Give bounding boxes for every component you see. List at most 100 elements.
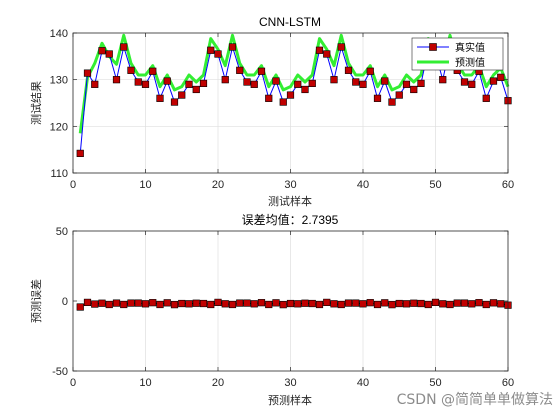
bottom-data-point [112, 299, 121, 307]
bottom-data-point [460, 299, 469, 307]
bottom-data-point [221, 300, 229, 308]
bottom-x-tick-label: 0 [70, 377, 76, 389]
bottom-data-point [91, 300, 99, 308]
top-data-point [323, 50, 331, 58]
bottom-data-point [76, 303, 84, 311]
top-data-point [98, 47, 106, 55]
top-data-point [410, 85, 418, 94]
top-data-point [344, 66, 353, 74]
top-x-tick-label: 60 [502, 179, 514, 191]
top-data-point [359, 80, 367, 88]
top-data-point [265, 94, 273, 102]
bottom-data-point [141, 300, 150, 308]
bottom-data-point [228, 300, 237, 309]
top-data-point [156, 94, 164, 102]
bottom-y-axis-label: 预测误差 [29, 279, 43, 323]
top-data-point [214, 50, 222, 58]
top-data-point [76, 149, 84, 158]
top-chart-title: CNN-LSTM [259, 15, 321, 29]
top-data-point [366, 67, 374, 75]
top-data-point [105, 50, 113, 58]
top-y-tick-label: 130 [50, 75, 68, 87]
top-data-point [192, 85, 200, 94]
top-data-point [489, 77, 498, 85]
bottom-data-point [337, 300, 345, 309]
top-grid [73, 33, 508, 173]
top-data-point [127, 66, 135, 74]
bottom-data-point [105, 300, 113, 309]
bottom-data-point [272, 299, 280, 307]
top-data-point [91, 80, 99, 88]
bottom-data-point [323, 298, 331, 307]
bottom-x-tick-label: 30 [284, 377, 296, 389]
legend-true-label: 真实值 [455, 41, 485, 54]
bottom-data-point [185, 300, 193, 308]
bottom-data-point [308, 299, 316, 308]
bottom-data-point [453, 299, 461, 307]
top-data-point [272, 77, 280, 85]
top-data-point [221, 76, 229, 84]
top-data-point [163, 77, 171, 85]
top-data-point [468, 80, 476, 88]
bottom-data-point [294, 300, 302, 308]
top-data-point [178, 91, 186, 99]
bottom-data-point [482, 300, 490, 309]
top-data-point [112, 76, 121, 84]
top-data-point [279, 98, 287, 106]
bottom-data-point [83, 298, 92, 307]
top-data-point [301, 85, 309, 94]
bottom-data-point [475, 299, 483, 307]
top-data-point [83, 69, 92, 77]
top-x-tick-label: 50 [429, 179, 441, 191]
top-data-point [308, 79, 316, 87]
bottom-data-point [250, 300, 258, 308]
top-data-point [228, 43, 237, 51]
bottom-data-point [170, 301, 179, 309]
bottom-data-point [410, 299, 418, 307]
top-y-tick-label: 140 [50, 28, 68, 40]
top-data-point [199, 79, 208, 87]
bottom-x-tick-label: 60 [502, 377, 514, 389]
bottom-data-point [424, 300, 432, 309]
bottom-data-point [468, 300, 476, 308]
bottom-data-point [359, 300, 367, 308]
bottom-data-point [301, 299, 309, 307]
bottom-data-point [497, 300, 505, 308]
bottom-data-point [373, 300, 382, 309]
top-data-point [120, 43, 128, 51]
bottom-data-point [279, 301, 287, 309]
bottom-data-point [344, 299, 353, 307]
bottom-data-point [381, 299, 389, 307]
bottom-x-tick-label: 20 [212, 377, 224, 389]
bottom-data-point [134, 299, 142, 307]
top-data-point [439, 76, 447, 84]
bottom-data-point [98, 299, 106, 307]
bottom-data-point [417, 299, 425, 308]
top-data-point [330, 76, 338, 84]
top-x-tick-label: 30 [284, 179, 296, 191]
top-data-point [460, 78, 469, 86]
top-data-point [482, 94, 490, 102]
bottom-data-point [388, 301, 396, 309]
bottom-data-point [265, 300, 273, 309]
legend-true-marker [429, 43, 437, 51]
top-y-tick-label: 120 [50, 121, 68, 133]
top-x-tick-label: 40 [357, 179, 369, 191]
top-data-point [149, 67, 157, 75]
top-data-point [373, 94, 382, 102]
bottom-data-point [199, 299, 208, 308]
bottom-data-point [236, 299, 244, 307]
bottom-data-point [163, 299, 171, 307]
legend-box [411, 37, 504, 71]
bottom-data-point [315, 300, 324, 309]
bottom-data-point [395, 299, 403, 308]
top-legend: 真实值 预测值 [411, 37, 504, 71]
bottom-data-point [257, 299, 266, 307]
bottom-x-tick-label: 10 [139, 377, 151, 389]
top-data-point [417, 79, 425, 87]
bottom-data-point [431, 298, 440, 307]
top-data-point [352, 78, 360, 86]
